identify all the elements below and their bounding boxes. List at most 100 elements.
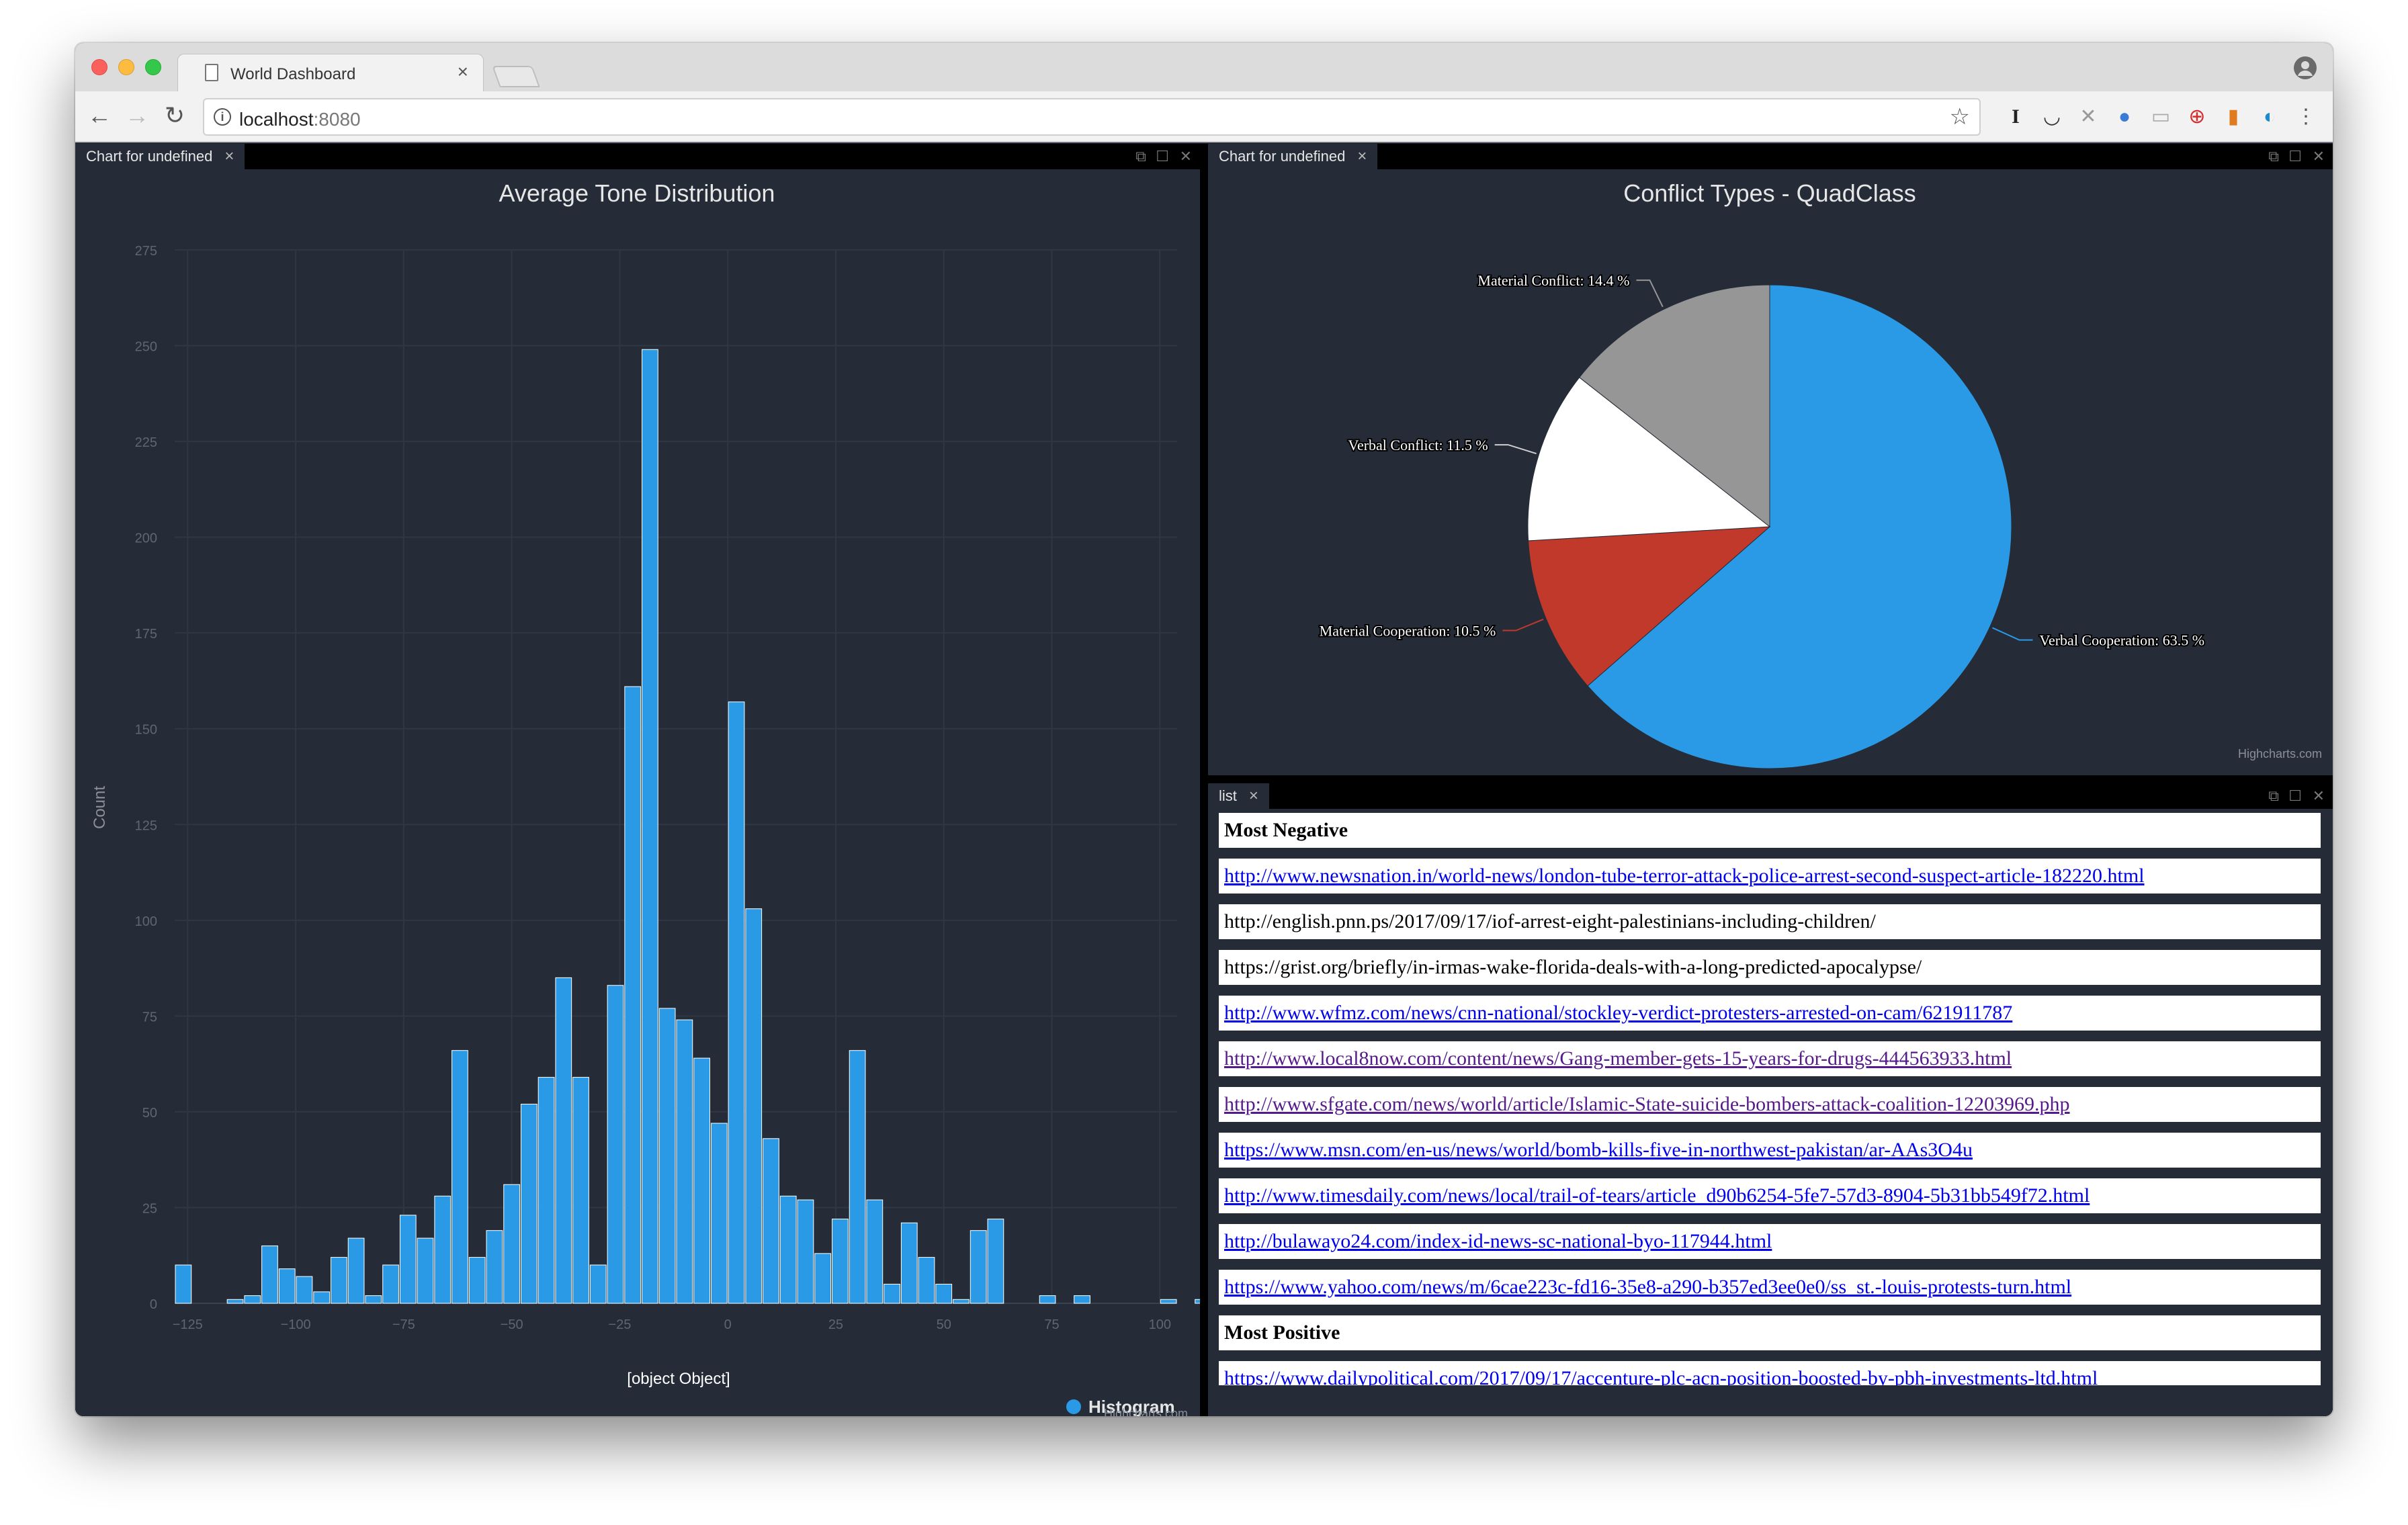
histogram-bar[interactable] (382, 1264, 399, 1304)
close-icon[interactable]: ✕ (2312, 148, 2325, 165)
popout-icon[interactable]: ⧉ (2268, 787, 2279, 804)
new-tab-button[interactable] (492, 66, 540, 87)
histogram-bar[interactable] (866, 1199, 884, 1304)
histogram-bar[interactable] (468, 1257, 486, 1304)
popout-icon[interactable]: ⧉ (2268, 148, 2279, 165)
histogram-bar[interactable] (399, 1215, 417, 1304)
article-link[interactable]: https://www.msn.com/en-us/news/world/bom… (1224, 1139, 1973, 1161)
article-link[interactable]: http://www.sfgate.com/news/world/article… (1224, 1093, 2070, 1115)
histogram-bar[interactable] (296, 1276, 313, 1304)
back-icon[interactable]: ← (87, 101, 112, 129)
histogram-bar[interactable] (884, 1283, 900, 1304)
histogram-bar[interactable] (728, 701, 745, 1304)
histogram-bar[interactable] (226, 1299, 244, 1304)
close-pane-icon[interactable]: × (1357, 147, 1367, 165)
histogram-bar[interactable] (935, 1283, 953, 1304)
pane-tab[interactable]: Chart for undefined × (1208, 144, 1378, 169)
histogram-bar[interactable] (1074, 1295, 1090, 1304)
histogram-bar[interactable] (434, 1195, 452, 1304)
close-icon[interactable]: ✕ (1179, 148, 1192, 165)
histogram-bar[interactable] (693, 1057, 710, 1304)
pin-extension-icon[interactable]: ✕ (2079, 105, 2097, 128)
globe-extension-icon[interactable]: ● (2118, 105, 2131, 128)
chart-credits[interactable]: Highcharts.com (1104, 1407, 1188, 1416)
histogram-bar[interactable] (832, 1219, 849, 1304)
histogram-bar[interactable] (607, 985, 624, 1304)
pie-slice[interactable] (1527, 377, 1771, 541)
histogram-bar[interactable] (745, 908, 763, 1304)
browser-tab[interactable]: World Dashboard × (177, 54, 484, 93)
histogram-bar[interactable] (900, 1222, 918, 1304)
histogram-bar[interactable] (849, 1050, 866, 1304)
popout-icon[interactable]: ⧉ (1135, 148, 1146, 165)
menu-kebab-icon[interactable]: ⋮ (2296, 105, 2316, 128)
article-link[interactable]: http://bulawayo24.com/index-id-news-sc-n… (1224, 1230, 1772, 1252)
pocket-extension-icon[interactable]: ◡ (2042, 105, 2061, 128)
legend-item[interactable]: Histogram (1066, 1397, 1175, 1416)
histogram-bar[interactable] (642, 349, 658, 1304)
histogram-bar[interactable] (520, 1104, 538, 1304)
histogram-bar[interactable] (417, 1237, 434, 1304)
pane-tab[interactable]: list × (1208, 783, 1269, 809)
histogram-bar[interactable] (1039, 1295, 1056, 1304)
histogram-bar[interactable] (175, 1264, 192, 1304)
article-link[interactable]: http://www.local8now.com/content/news/Ga… (1224, 1047, 2012, 1070)
histogram-bar[interactable] (347, 1237, 365, 1304)
instapaper-extension-icon[interactable]: I (2012, 105, 2020, 128)
histogram-bar[interactable] (1160, 1299, 1177, 1304)
plus-extension-icon[interactable]: ⊕ (2188, 105, 2206, 128)
histogram-bar[interactable] (555, 977, 572, 1304)
histogram-bar[interactable] (658, 1008, 676, 1304)
maximize-window-button[interactable] (145, 59, 161, 75)
histogram-bar[interactable] (331, 1257, 347, 1304)
forward-icon[interactable]: → (125, 101, 149, 129)
pie-slice[interactable] (1528, 526, 1771, 687)
histogram-bar[interactable] (624, 686, 642, 1304)
article-link[interactable]: http://www.wfmz.com/news/cnn-national/st… (1224, 1002, 2013, 1024)
pie-slice[interactable] (1579, 284, 1770, 528)
histogram-bar[interactable] (486, 1230, 503, 1304)
article-link[interactable]: http://www.timesdaily.com/news/local/tra… (1224, 1184, 2090, 1207)
pane-tab[interactable]: Chart for undefined × (75, 144, 245, 169)
cast-extension-icon[interactable]: ▭ (2151, 105, 2171, 128)
histogram-bar[interactable] (814, 1253, 832, 1304)
article-link[interactable]: https://www.dailypolitical.com/2017/09/1… (1224, 1367, 2098, 1385)
histogram-bar[interactable] (452, 1050, 468, 1304)
address-bar[interactable]: i localhost:8080 ☆ (203, 98, 1981, 136)
info-icon[interactable]: i (214, 108, 231, 126)
close-tab-icon[interactable]: × (457, 61, 468, 82)
maximize-pane-icon[interactable]: ☐ (2288, 148, 2302, 165)
histogram-bar[interactable] (953, 1299, 970, 1304)
histogram-bar[interactable] (763, 1138, 779, 1304)
close-icon[interactable]: ✕ (2312, 787, 2325, 804)
histogram-bar[interactable] (261, 1245, 278, 1304)
close-pane-icon[interactable]: × (224, 147, 234, 165)
histogram-bar[interactable] (676, 1019, 693, 1304)
histogram-bar[interactable] (779, 1195, 797, 1304)
pie-slice[interactable] (1587, 284, 2012, 769)
maximize-pane-icon[interactable]: ☐ (1156, 148, 1169, 165)
article-link[interactable]: http://www.newsnation.in/world-news/lond… (1224, 865, 2145, 887)
profile-icon[interactable] (2294, 56, 2317, 79)
histogram-bar[interactable] (987, 1219, 1004, 1304)
circle-extension-icon[interactable]: ◐ (2263, 105, 2276, 128)
histogram-bar[interactable] (589, 1264, 607, 1304)
bookmark-star-icon[interactable]: ☆ (1949, 104, 1970, 130)
histogram-bar[interactable] (1195, 1299, 1200, 1304)
histogram-bar[interactable] (572, 1077, 589, 1304)
histogram-bar[interactable] (365, 1295, 382, 1304)
chart-credits[interactable]: Highcharts.com (2238, 747, 2322, 760)
histogram-bar[interactable] (244, 1295, 261, 1304)
analytics-extension-icon[interactable]: ▮ (2227, 105, 2239, 128)
article-link[interactable]: https://www.yahoo.com/news/m/6cae223c-fd… (1224, 1276, 2072, 1298)
histogram-bar[interactable] (278, 1268, 296, 1304)
close-window-button[interactable] (91, 59, 108, 75)
reload-icon[interactable]: ↻ (164, 101, 185, 129)
maximize-pane-icon[interactable]: ☐ (2288, 787, 2302, 804)
histogram-bar[interactable] (797, 1199, 814, 1304)
histogram-bar[interactable] (710, 1123, 728, 1304)
histogram-bar[interactable] (313, 1291, 331, 1304)
histogram-bar[interactable] (970, 1230, 987, 1304)
histogram-bar[interactable] (538, 1077, 555, 1304)
minimize-window-button[interactable] (118, 59, 134, 75)
